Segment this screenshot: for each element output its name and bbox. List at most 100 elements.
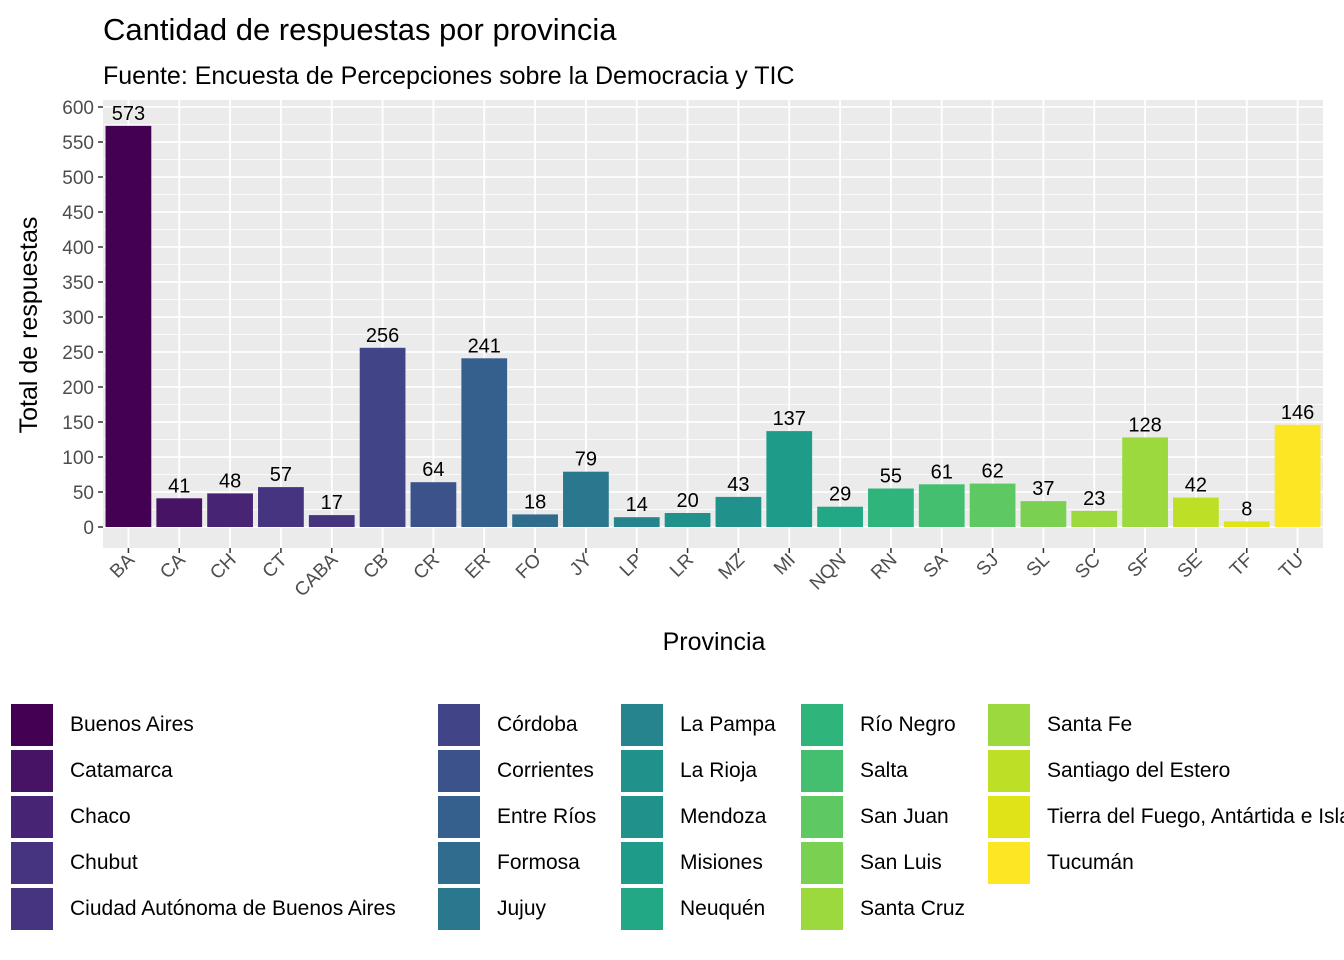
- data-label-BA: 573: [112, 103, 145, 125]
- legend-key: [801, 888, 843, 930]
- legend-item: Entre Ríos: [438, 794, 596, 840]
- legend-label: Misiones: [680, 851, 763, 874]
- legend-item: Misiones: [621, 840, 763, 886]
- legend-key: [438, 704, 480, 746]
- y-tick-label: 150: [62, 413, 94, 434]
- bar-RN: [868, 488, 914, 527]
- legend-label: Buenos Aires: [70, 713, 194, 736]
- y-axis-title: Total de respuestas: [15, 217, 43, 434]
- y-tick-label: 500: [62, 168, 94, 189]
- data-label-SJ: 62: [981, 461, 1003, 483]
- data-label-TF: 8: [1241, 498, 1252, 520]
- bar-SF: [1122, 437, 1168, 527]
- legend-key: [11, 796, 53, 838]
- legend-label: La Pampa: [680, 713, 776, 736]
- bar-CABA: [308, 515, 355, 527]
- y-tick-label: 350: [62, 273, 94, 294]
- legend-item: Catamarca: [11, 748, 173, 794]
- bar-CH: [207, 493, 253, 527]
- bar-LP: [613, 517, 660, 527]
- data-label-CABA: 17: [321, 492, 343, 514]
- y-tick-label: 400: [62, 238, 94, 259]
- legend-label: Chaco: [70, 805, 131, 828]
- data-label-LR: 20: [676, 490, 698, 512]
- legend-label: Catamarca: [70, 759, 173, 782]
- legend-label: La Rioja: [680, 759, 758, 782]
- data-label-CA: 41: [168, 475, 190, 497]
- bar-CR: [410, 482, 457, 527]
- data-label-CB: 256: [366, 325, 399, 347]
- bar-CA: [156, 498, 203, 527]
- legend-item: Santa Cruz: [801, 886, 965, 932]
- data-label-NQN: 29: [829, 484, 851, 506]
- y-tick-label: 200: [62, 378, 94, 399]
- data-label-MI: 137: [773, 408, 806, 430]
- legend-key: [621, 888, 663, 930]
- legend-key: [801, 842, 843, 884]
- data-label-CH: 48: [219, 470, 241, 492]
- legend-item: Salta: [801, 748, 908, 794]
- legend-label: Tierra del Fuego, Antártida e Islas del …: [1047, 805, 1344, 828]
- legend-key: [438, 750, 480, 792]
- legend-key: [11, 750, 53, 792]
- bar-SL: [1020, 501, 1067, 527]
- data-label-SE: 42: [1185, 475, 1207, 497]
- legend-key: [801, 750, 843, 792]
- legend-item: Río Negro: [801, 702, 956, 748]
- bar-JY: [563, 471, 609, 527]
- legend-key: [988, 842, 1030, 884]
- legend-key: [621, 750, 663, 792]
- legend-key: [11, 888, 53, 930]
- legend-label: Salta: [860, 759, 908, 782]
- legend-label: Río Negro: [860, 713, 956, 736]
- legend-key: [801, 796, 843, 838]
- legend-key: [11, 704, 53, 746]
- legend-label: San Luis: [860, 851, 942, 874]
- data-label-RN: 55: [880, 466, 902, 488]
- bar-SA: [918, 484, 965, 527]
- plot-panel: [103, 100, 1323, 548]
- y-tick-label: 0: [83, 518, 94, 539]
- bar-SC: [1071, 510, 1118, 527]
- legend-label: Corrientes: [497, 759, 594, 782]
- bar-FO: [512, 514, 558, 527]
- legend-item: Corrientes: [438, 748, 594, 794]
- chart-title: Cantidad de respuestas por provincia: [103, 12, 617, 47]
- legend-label: Santa Fe: [1047, 713, 1133, 736]
- legend-label: Tucumán: [1047, 851, 1134, 874]
- bar-MI: [766, 431, 813, 527]
- bar-CT: [258, 487, 304, 527]
- legend-item: Formosa: [438, 840, 580, 886]
- bar-NQN: [817, 506, 863, 527]
- legend-item: San Juan: [801, 794, 949, 840]
- legend-item: La Pampa: [621, 702, 776, 748]
- legend-item: Ciudad Autónoma de Buenos Aires: [11, 886, 396, 932]
- y-tick-label: 600: [62, 98, 94, 119]
- legend-key: [988, 704, 1030, 746]
- bar-CB: [359, 347, 406, 527]
- legend-item: Tucumán: [988, 840, 1134, 886]
- legend-item: Santa Fe: [988, 702, 1132, 748]
- bar-ER: [461, 358, 508, 527]
- x-axis-title: Provincia: [663, 628, 766, 656]
- data-label-SL: 37: [1032, 478, 1054, 500]
- bar-BA: [105, 125, 152, 528]
- legend-label: Formosa: [497, 851, 580, 874]
- legend-item: Jujuy: [438, 886, 546, 932]
- y-tick-label: 100: [62, 448, 94, 469]
- legend-key: [621, 796, 663, 838]
- legend-key: [438, 796, 480, 838]
- legend-key: [621, 842, 663, 884]
- data-label-LP: 14: [626, 494, 648, 516]
- legend-label: San Juan: [860, 805, 949, 828]
- bar-TU: [1274, 424, 1321, 527]
- legend-label: Ciudad Autónoma de Buenos Aires: [70, 897, 396, 920]
- legend-key: [11, 842, 53, 884]
- legend-item: Chubut: [11, 840, 138, 886]
- y-tick-label: 300: [62, 308, 94, 329]
- y-tick-label: 50: [73, 483, 94, 504]
- data-label-SF: 128: [1128, 414, 1161, 436]
- data-label-SA: 61: [931, 461, 953, 483]
- legend-label: Santa Cruz: [860, 897, 966, 920]
